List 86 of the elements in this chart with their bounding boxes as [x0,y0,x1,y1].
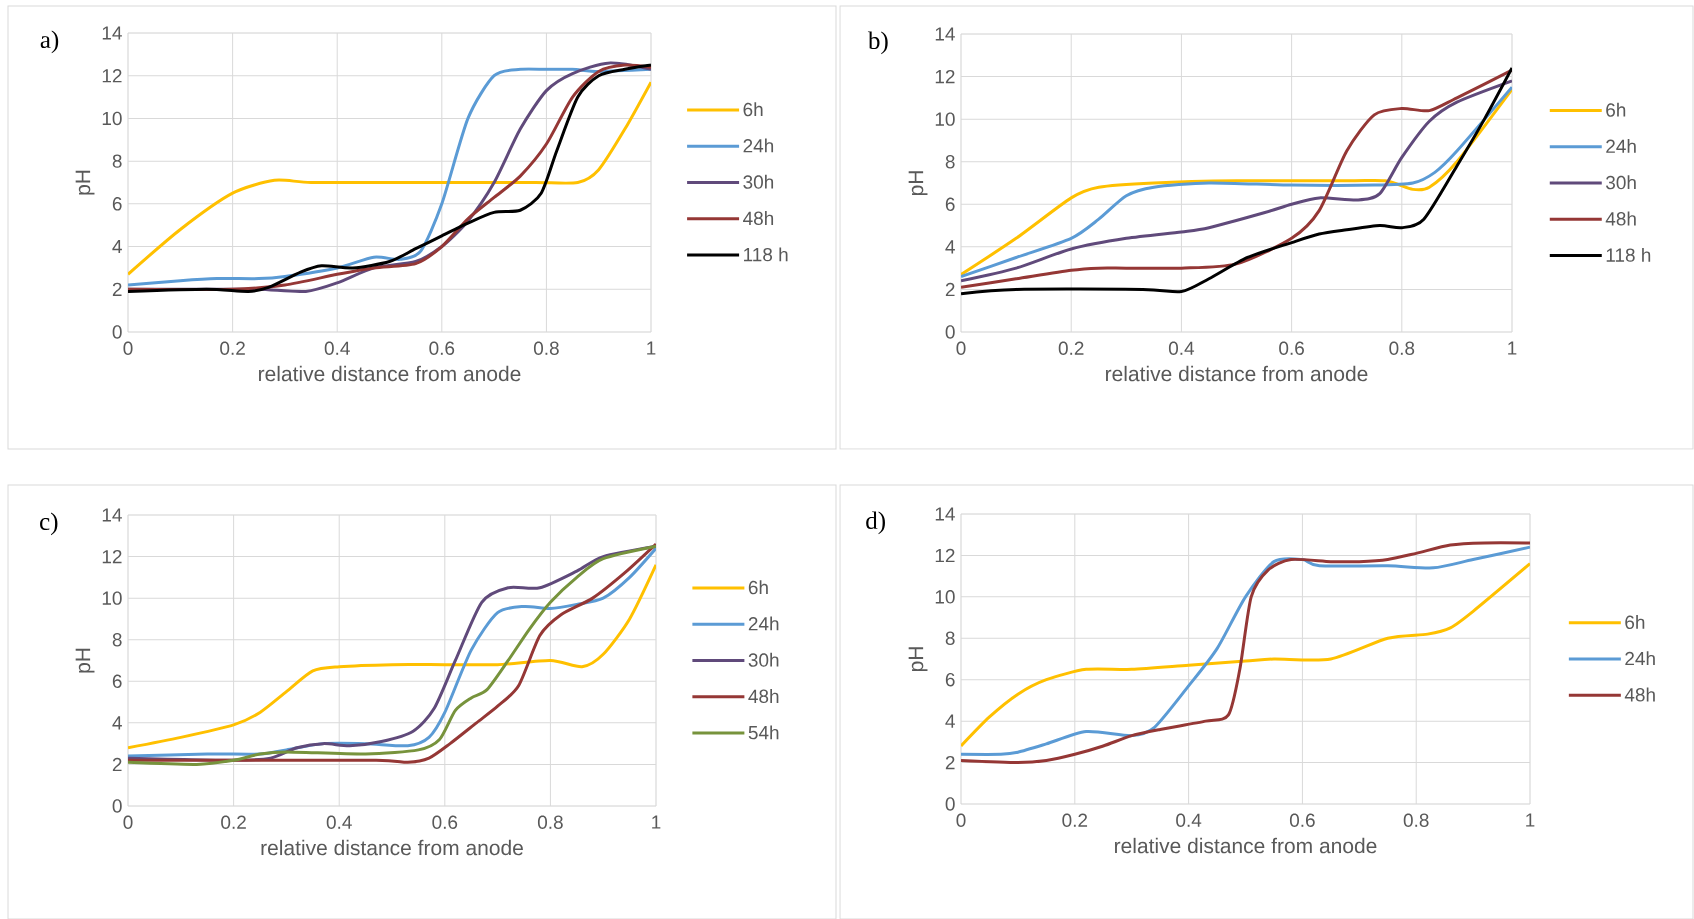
x-tick-label: 0 [956,341,966,355]
legend-label: 30h [743,174,774,189]
y-tick-label: 10 [102,111,122,125]
legend-label: 54h [748,725,779,740]
legend-label: 6h [743,102,763,117]
y-tick-label: 14 [935,507,955,521]
x-tick-label: 0.8 [1403,813,1429,827]
y-tick-label: 12 [935,548,955,562]
y-tick-label: 12 [935,69,955,83]
y-tick-label: 8 [112,632,122,647]
legend-label: 30h [1605,175,1636,190]
y-tick-label: 2 [112,757,122,771]
y-axis-title: pH [908,171,928,195]
y-axis-title: pH [75,170,95,195]
x-tick-label: 0.2 [221,815,246,829]
y-tick-label: 4 [112,716,122,730]
x-tick-label: 1 [652,815,661,829]
x-tick-label: 1 [647,341,656,355]
y-tick-label: 4 [112,239,122,253]
x-axis-title: relative distance from anode [1106,365,1368,382]
y-axis-title: pH [75,648,95,673]
x-tick-label: 0.4 [1176,813,1202,827]
x-tick-label: 0.2 [220,341,245,355]
chart-title: b) [867,31,888,54]
y-tick-label: 6 [112,196,122,211]
x-tick-label: 1 [1526,813,1535,827]
legend-label: 24h [743,138,774,153]
x-tick-label: 0.4 [324,341,350,355]
x-tick-label: 0.8 [1389,341,1415,355]
legend-label: 6h [1625,614,1645,629]
y-tick-label: 14 [935,27,955,41]
chart-title: a) [40,30,59,53]
legend-label: 118 h [744,247,788,262]
y-tick-label: 10 [935,589,955,604]
x-tick-label: 0.6 [1279,341,1304,355]
y-tick-label: 4 [945,240,955,254]
y-tick-label: 2 [945,282,955,296]
y-tick-label: 0 [112,325,122,339]
y-tick-label: 6 [945,197,955,211]
x-tick-label: 0.6 [429,341,455,355]
y-tick-label: 10 [102,591,122,605]
x-axis-title: relative distance from anode [1115,837,1377,854]
y-tick-label: 2 [112,282,122,296]
y-tick-label: 0 [112,799,122,813]
legend-label: 48h [748,688,779,703]
y-tick-label: 14 [102,26,122,40]
x-tick-label: 0.6 [1289,813,1315,827]
legend-label: 48h [743,210,774,225]
y-tick-label: 12 [102,68,122,83]
x-tick-label: 0 [956,813,966,827]
x-tick-label: 0 [123,815,133,829]
x-tick-label: 0.6 [432,815,458,829]
y-tick-label: 6 [112,674,122,688]
legend-label: 48h [1624,687,1655,702]
legend-label: 24h [1606,138,1636,153]
x-axis-title: relative distance from anode [261,839,523,856]
legend-label: 48h [1605,211,1636,226]
x-tick-label: 0.2 [1058,341,1084,355]
y-tick-label: 10 [935,112,955,126]
legend-label: 6h [1606,102,1626,117]
x-tick-label: 0.8 [533,341,559,355]
y-tick-label: 8 [112,154,122,168]
y-tick-label: 12 [102,549,122,563]
legend-label: 24h [1625,651,1655,665]
x-tick-label: 0.2 [1062,813,1088,827]
y-tick-label: 4 [945,714,955,728]
chart-title: c) [40,512,58,535]
y-tick-label: 14 [102,508,122,522]
y-tick-label: 6 [945,672,955,687]
y-tick-label: 8 [945,154,955,169]
x-tick-label: 1 [1508,341,1517,355]
y-axis-title: pH [908,647,928,671]
y-tick-label: 2 [945,755,955,769]
legend-label: 6h [748,580,768,595]
legend-label: 30h [748,652,779,667]
x-tick-label: 0.4 [326,815,352,829]
x-tick-label: 0 [123,341,133,355]
y-tick-label: 0 [945,325,955,339]
y-tick-label: 8 [945,631,955,645]
legend-label: 118 h [1606,247,1651,262]
x-tick-label: 0.4 [1168,341,1195,355]
x-axis-title: relative distance from anode [259,365,521,382]
y-tick-label: 0 [945,797,955,811]
x-tick-label: 0.8 [537,815,563,829]
legend-label: 24h [748,616,779,631]
chart-title: d) [866,511,885,534]
